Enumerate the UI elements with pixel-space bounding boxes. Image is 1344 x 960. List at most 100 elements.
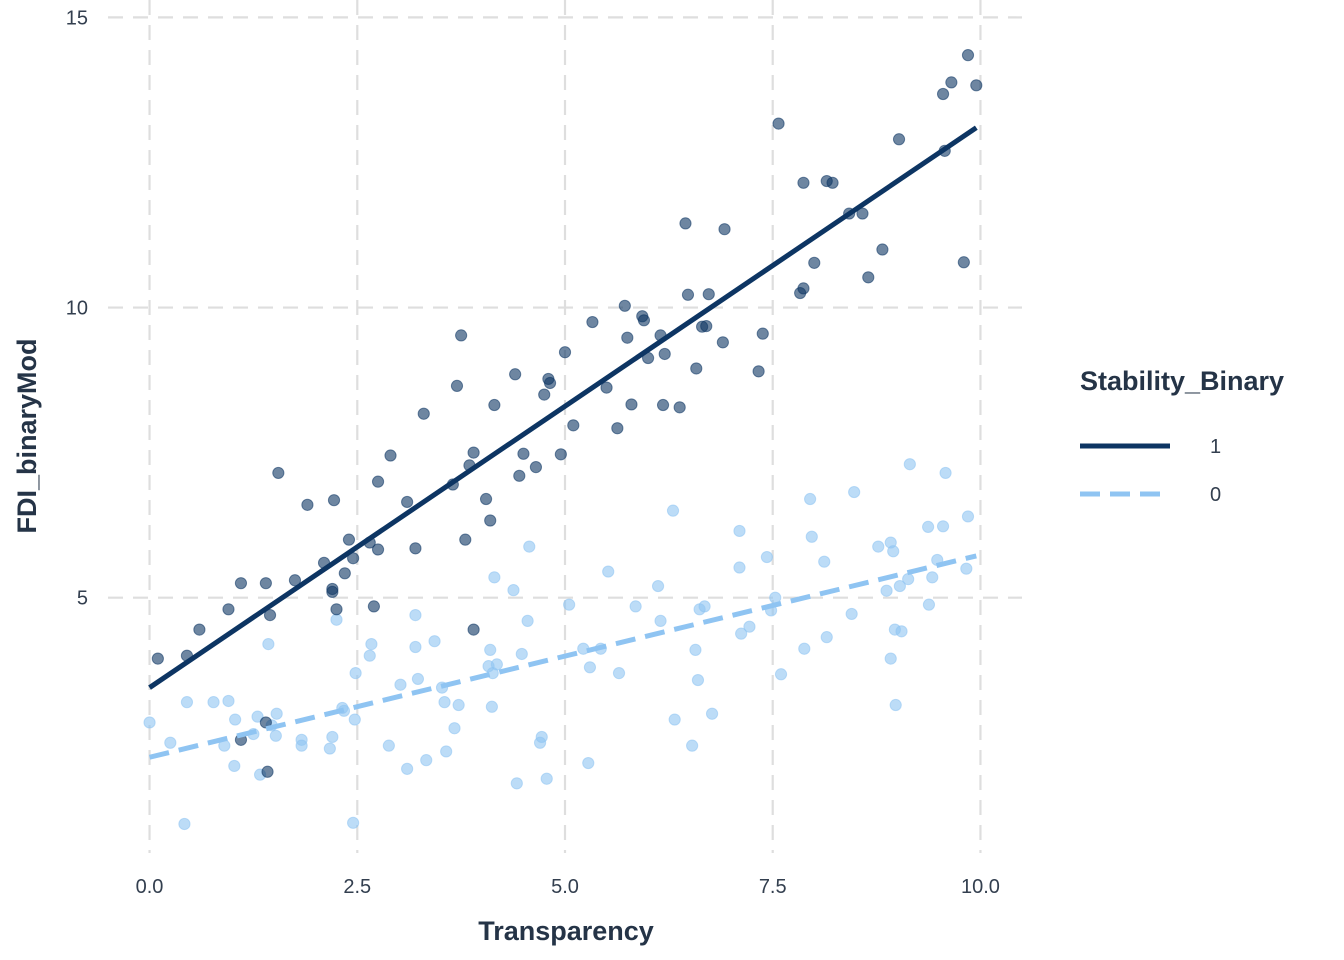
x-tick-label: 10.0 xyxy=(961,876,1000,898)
data-point-series-0 xyxy=(143,716,156,729)
data-point-series-1 xyxy=(288,574,302,587)
y-axis-title: FDI_binaryMod xyxy=(12,338,42,533)
data-point-series-1 xyxy=(567,419,580,432)
data-point-series-1 xyxy=(509,368,522,381)
data-point-series-0 xyxy=(563,598,576,611)
data-point-series-0 xyxy=(269,729,282,742)
y-tick-label: 10 xyxy=(66,298,88,320)
data-point-series-0 xyxy=(848,485,861,499)
data-point-series-0 xyxy=(349,667,362,680)
data-point-series-0 xyxy=(178,817,191,831)
data-point-series-0 xyxy=(666,504,680,517)
data-point-series-0 xyxy=(668,713,681,726)
data-point-series-1 xyxy=(957,256,970,269)
gridlines xyxy=(108,0,1022,853)
data-point-series-1 xyxy=(673,401,686,414)
data-point-series-1 xyxy=(856,207,869,220)
data-point-series-1 xyxy=(259,716,272,729)
data-point-series-0 xyxy=(330,613,343,626)
data-point-series-0 xyxy=(733,524,746,538)
data-point-series-1 xyxy=(961,49,975,62)
data-point-series-1 xyxy=(417,407,430,420)
data-points xyxy=(143,49,983,831)
data-point-series-1 xyxy=(327,494,341,507)
data-point-series-1 xyxy=(716,336,729,349)
data-point-series-0 xyxy=(222,694,235,708)
data-point-series-1 xyxy=(702,288,715,301)
data-point-series-0 xyxy=(922,520,935,533)
data-point-series-1 xyxy=(862,271,875,284)
data-point-series-1 xyxy=(371,475,385,488)
data-point-series-0 xyxy=(629,600,642,613)
data-point-series-0 xyxy=(523,540,536,553)
data-point-series-0 xyxy=(365,638,378,651)
data-point-series-1 xyxy=(690,362,703,375)
data-point-series-0 xyxy=(582,756,595,770)
data-point-series-0 xyxy=(880,584,893,597)
data-point-series-0 xyxy=(326,730,339,744)
data-point-series-1 xyxy=(808,256,821,269)
data-point-series-1 xyxy=(681,288,695,301)
data-point-series-0 xyxy=(926,571,939,584)
data-point-series-0 xyxy=(440,745,453,758)
data-point-series-0 xyxy=(705,707,719,720)
data-point-series-1 xyxy=(772,117,785,130)
data-point-series-1 xyxy=(892,133,906,146)
tick-labels: 0.0 2.5 5.0 7.5 10.0 5 10 15 xyxy=(66,7,1000,898)
data-point-series-0 xyxy=(884,652,897,665)
data-point-series-1 xyxy=(529,461,543,474)
data-point-series-0 xyxy=(229,713,242,726)
data-point-series-0 xyxy=(488,571,501,584)
x-tick-label: 2.5 xyxy=(343,876,371,898)
data-point-series-0 xyxy=(733,561,746,574)
data-point-series-1 xyxy=(517,447,530,460)
data-point-series-0 xyxy=(922,598,936,611)
data-point-series-1 xyxy=(543,376,557,390)
data-point-series-0 xyxy=(411,672,425,686)
fit-line-series-0 xyxy=(148,553,977,760)
data-point-series-1 xyxy=(558,346,572,359)
fit-line-series-1 xyxy=(148,125,978,690)
legend-title: Stability_Binary xyxy=(1080,366,1284,396)
data-point-series-0 xyxy=(363,649,376,662)
data-point-series-0 xyxy=(438,696,451,709)
data-point-series-1 xyxy=(326,585,339,598)
y-tick-label: 15 xyxy=(66,7,88,29)
data-point-series-0 xyxy=(295,739,308,752)
x-axis-title: Transparency xyxy=(478,916,654,946)
data-point-series-0 xyxy=(903,458,916,471)
data-point-series-0 xyxy=(507,584,520,597)
data-point-series-1 xyxy=(658,347,671,361)
data-point-series-0 xyxy=(540,772,553,785)
data-point-series-0 xyxy=(180,696,194,709)
data-point-series-0 xyxy=(735,627,748,640)
data-point-series-1 xyxy=(700,320,713,333)
legend: Stability_Binary 1 0 xyxy=(1080,366,1284,506)
data-point-series-0 xyxy=(743,620,756,633)
data-point-series-0 xyxy=(686,739,699,752)
data-point-series-0 xyxy=(902,573,915,586)
data-point-series-0 xyxy=(228,759,241,773)
data-point-series-0 xyxy=(583,661,597,674)
data-point-series-1 xyxy=(459,533,472,546)
data-point-series-0 xyxy=(936,520,950,533)
data-point-series-1 xyxy=(234,577,248,590)
data-point-series-0 xyxy=(485,700,498,713)
data-point-series-1 xyxy=(679,217,692,230)
legend-label-series-0: 0 xyxy=(1210,484,1221,506)
data-point-series-1 xyxy=(467,446,480,459)
data-point-series-0 xyxy=(651,579,665,593)
x-tick-label: 5.0 xyxy=(551,876,579,898)
data-point-series-0 xyxy=(893,579,906,593)
data-point-series-1 xyxy=(621,331,634,344)
data-point-series-1 xyxy=(455,329,468,342)
data-point-series-1 xyxy=(484,514,497,527)
data-point-series-1 xyxy=(401,495,414,509)
data-point-series-0 xyxy=(895,625,908,638)
y-tick-label: 5 xyxy=(77,588,88,610)
data-point-series-0 xyxy=(251,710,264,723)
data-point-series-0 xyxy=(698,600,711,613)
data-point-series-0 xyxy=(818,555,831,568)
